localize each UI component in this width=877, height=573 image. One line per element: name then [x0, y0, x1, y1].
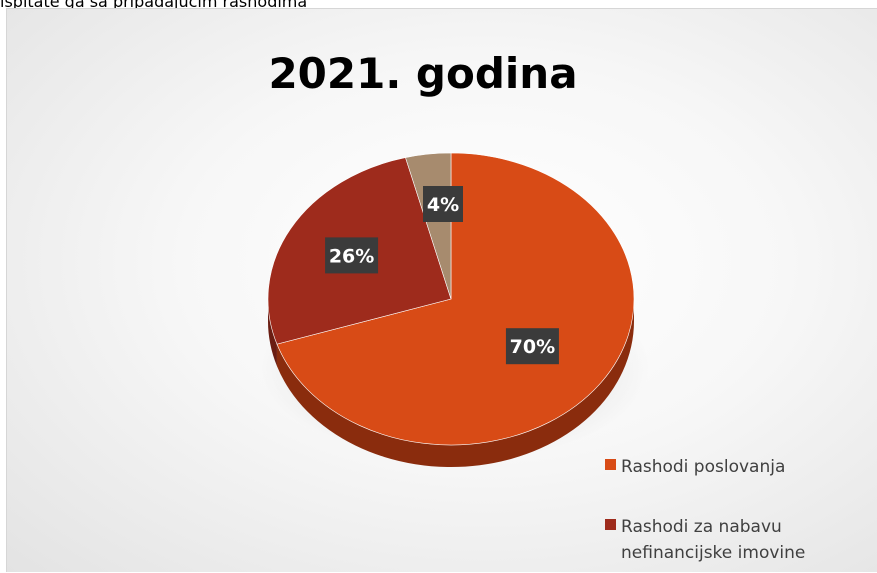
document-text-line: ispitate ga sa pripadajućim rashodima [0, 0, 308, 11]
legend-label-line1: Rashodi za nabavu [621, 517, 782, 537]
legend-swatch [605, 459, 616, 470]
data-label-2: 4% [423, 186, 463, 222]
data-label-text: 26% [329, 245, 374, 267]
data-label-text: 70% [510, 336, 555, 358]
pie-slice-side-0 [276, 299, 634, 467]
data-label-1: 26% [325, 237, 379, 274]
chart-area: 2021. godina 70% 26% 4% Rashodi poslovanja… [6, 8, 877, 572]
data-label-box [325, 237, 379, 274]
data-label-box [423, 186, 463, 222]
data-label-box [505, 328, 559, 365]
legend-item-rashodi-poslovanja: Rashodi poslovanja [605, 454, 785, 480]
legend-item-rashodi-za-nabavu: Rashodi za nabavu nefinancijske imovine [605, 514, 805, 566]
legend-label: Rashodi za nabavu nefinancijske imovine [621, 514, 805, 566]
legend-swatch [605, 519, 616, 530]
pie-slice-side-1 [268, 299, 277, 367]
pie-chart: 70% 26% 4% [260, 152, 650, 467]
data-label-0: 70% [505, 328, 559, 365]
legend-label: Rashodi poslovanja [621, 457, 786, 477]
data-label-text: 4% [427, 194, 459, 216]
legend-label-line2: nefinancijske imovine [621, 543, 806, 563]
pie-slice-0 [276, 152, 635, 446]
chart-title: 2021. godina [268, 49, 578, 98]
